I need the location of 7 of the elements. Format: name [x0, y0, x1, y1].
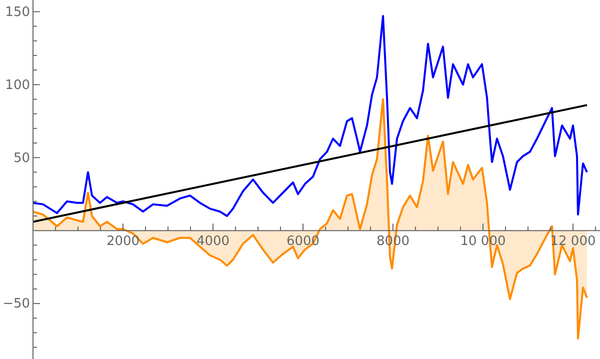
x-tick-label: 2000 [106, 234, 140, 249]
x-tick-label: 4000 [196, 234, 230, 249]
y-tick-label: 100 [5, 78, 30, 93]
y-tick-label: −50 [2, 296, 30, 312]
line-series [32, 15, 588, 217]
y-tick-label: 150 [5, 4, 30, 20]
y-tick-label: 50 [13, 150, 30, 166]
